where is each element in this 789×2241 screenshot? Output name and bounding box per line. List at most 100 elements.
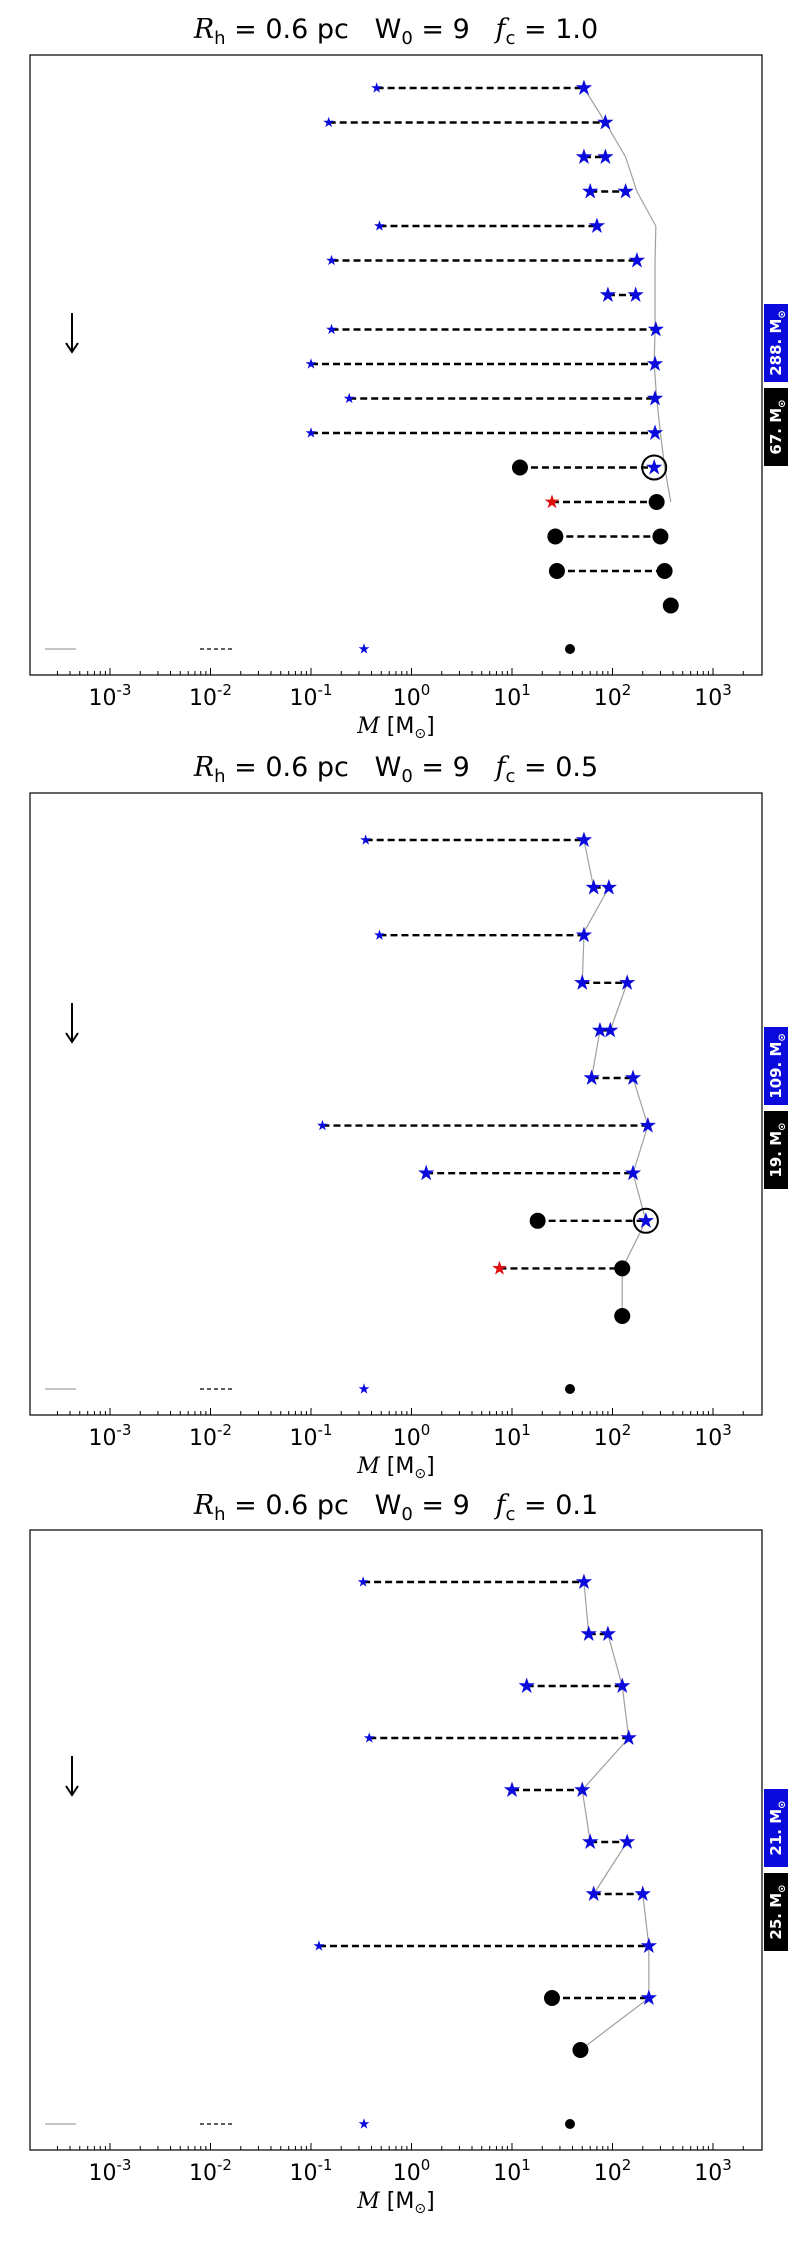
chart-title: Rh = 0.6 pc W0 = 9 fc = 1.0 <box>193 14 598 49</box>
evolution-line <box>621 1220 647 1269</box>
evolution-line <box>581 887 610 936</box>
collision-row <box>585 879 617 895</box>
collision-row <box>574 974 636 990</box>
x-tick-label: 102 <box>594 681 632 711</box>
axes-frame <box>29 1529 763 2151</box>
x-tick-label: 101 <box>493 1421 531 1451</box>
evolution-line <box>636 191 657 227</box>
mass-label-box <box>764 304 788 382</box>
main-sequence-star-marker <box>646 458 663 475</box>
x-axis-label: M [M⊙] <box>356 2189 434 2217</box>
collision-row <box>503 1781 591 1798</box>
legend <box>45 643 575 654</box>
evolution-line <box>609 982 628 1031</box>
time-indicator <box>65 313 79 354</box>
x-tick-label: 10-3 <box>89 1421 132 1451</box>
evolution-line <box>642 1893 650 1947</box>
x-tick-label: 100 <box>393 681 431 711</box>
final-ms-mass-label: 109. M⊙ <box>764 1027 788 1105</box>
final-remnant <box>614 1308 631 1324</box>
collision-row <box>518 1677 631 1694</box>
chart-panel-3: Rh = 0.6 pc W0 = 9 fc = 0.110-3 10-2 10-1 1… <box>29 1490 788 2217</box>
final-remnant <box>572 2042 589 2058</box>
collision-row <box>492 1260 631 1277</box>
collision-row <box>317 1117 656 1133</box>
main-sequence-star-marker <box>619 1833 636 1850</box>
x-axis: 10-3 10-2 10-1 100 101 102 103 <box>56 2143 744 2186</box>
collision-row <box>585 1885 651 1902</box>
time-indicator <box>65 1003 79 1044</box>
evolution-line <box>581 935 585 983</box>
chart-title: Rh = 0.6 pc W0 = 9 fc = 0.1 <box>193 1490 598 1525</box>
evolution-lines <box>580 1581 650 2051</box>
legend-black-hole-marker <box>565 644 575 654</box>
x-tick-label: 10-3 <box>89 2156 132 2186</box>
black-hole-marker <box>648 494 665 510</box>
time-arrow-head <box>65 1032 79 1044</box>
collision-row <box>326 320 664 337</box>
time-arrow-head <box>65 342 79 354</box>
legend-main-sequence-marker <box>358 1383 370 1394</box>
collision-row <box>371 79 593 96</box>
x-tick-label: 100 <box>393 2156 431 2186</box>
main-sequence-star-marker <box>597 113 614 130</box>
black-hole-marker <box>548 563 565 579</box>
final-bh-mass-label: 67. M⊙ <box>764 388 788 466</box>
mass-label-text: 19. M⊙ <box>767 1122 788 1177</box>
collision-events <box>305 79 673 579</box>
legend-black-hole-marker <box>565 1384 575 1394</box>
evolution-lines <box>583 87 672 503</box>
mass-label-box <box>764 1027 788 1105</box>
chart-title: Rh = 0.6 pc W0 = 9 fc = 0.5 <box>193 752 598 787</box>
black-hole-marker <box>656 563 673 579</box>
chart-panel-2: Rh = 0.6 pc W0 = 9 fc = 0.510-3 10-2 10-1 1… <box>29 752 788 1482</box>
x-tick-label: 100 <box>393 1421 431 1451</box>
x-tick-label: 102 <box>594 1421 632 1451</box>
collision-row <box>575 148 614 165</box>
evolution-line <box>632 1077 649 1126</box>
mass-label-box <box>764 1789 788 1867</box>
mass-label-text: 288. M⊙ <box>767 310 788 376</box>
evolution-line <box>583 839 595 888</box>
black-hole-marker <box>543 1990 560 2006</box>
final-bh-mass-label: 19. M⊙ <box>764 1111 788 1189</box>
x-tick-label: 103 <box>694 1421 732 1451</box>
legend-black-hole-marker <box>565 2119 575 2129</box>
collision-row <box>360 831 593 848</box>
collision-row <box>582 182 634 199</box>
x-tick-label: 10-2 <box>189 2156 232 2186</box>
x-tick-label: 101 <box>493 681 531 711</box>
final-ms-mass-label: 21. M⊙ <box>764 1789 788 1867</box>
x-axis-label: M [M⊙] <box>356 714 434 742</box>
x-axis-label: M [M⊙] <box>356 1454 434 1482</box>
evolution-line <box>621 1685 630 1739</box>
final-bh-mass-label: 25. M⊙ <box>764 1873 788 1951</box>
evolution-line <box>607 1633 623 1687</box>
evolution-line <box>632 1125 649 1174</box>
x-axis: 10-3 10-2 10-1 100 101 102 103 <box>56 668 744 711</box>
collision-row <box>544 494 665 510</box>
mass-label-text: 21. M⊙ <box>767 1800 788 1855</box>
evolution-line <box>625 156 638 192</box>
collision-row <box>599 286 644 303</box>
evolution-line <box>581 1737 630 1791</box>
collision-row <box>343 389 664 406</box>
legend-main-sequence-marker <box>358 643 370 654</box>
x-tick-label: 102 <box>594 2156 632 2186</box>
main-sequence-star-marker <box>647 320 664 337</box>
x-tick-label: 103 <box>694 681 732 711</box>
collision-row <box>543 1989 657 2006</box>
collision-row <box>374 217 606 234</box>
collision-row <box>582 1833 636 1850</box>
collision-row <box>323 113 614 130</box>
legend <box>45 1383 575 1394</box>
axes-frame <box>29 792 763 1416</box>
mass-label-box <box>764 1873 788 1951</box>
collision-row <box>305 355 664 372</box>
black-hole-marker <box>614 1260 631 1277</box>
collision-row <box>357 1573 593 1590</box>
collision-row <box>418 1164 642 1181</box>
evolution-line <box>591 1030 601 1079</box>
x-tick-label: 10-1 <box>290 681 333 711</box>
final-remnant <box>662 597 679 614</box>
